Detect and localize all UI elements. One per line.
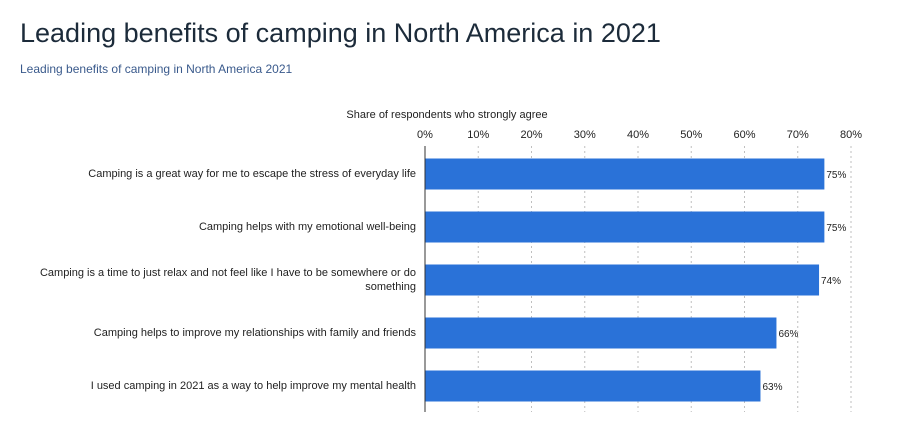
bar [425, 370, 761, 402]
category-label: Camping is a great way for me to escape … [88, 168, 416, 180]
bars [425, 158, 825, 402]
bar [425, 211, 825, 243]
bar [425, 317, 777, 349]
value-label: 66% [778, 329, 798, 340]
x-axis-title: Share of respondents who strongly agree [346, 109, 548, 121]
page-title: Leading benefits of camping in North Ame… [20, 18, 661, 48]
x-axis-ticks: 0% 10% 20% 30% 40% 50% 60% 70% 80% [417, 129, 862, 141]
value-label: 75% [826, 223, 846, 234]
category-label: Camping helps to improve my relationship… [93, 327, 416, 339]
gridlines [477, 146, 852, 412]
category-label: I used camping in 2021 as a way to help … [90, 380, 416, 392]
value-label: 75% [826, 170, 846, 181]
x-tick-label: 0% [417, 129, 433, 141]
value-labels: 75% 75% 74% 66% 63% [762, 170, 846, 393]
x-tick-label: 30% [574, 129, 596, 141]
x-tick-label: 20% [520, 129, 542, 141]
bar [425, 158, 825, 190]
bar [425, 264, 820, 296]
category-label: Camping helps with my emotional well-bei… [198, 221, 416, 233]
category-label: Camping is a time to just relax and not … [39, 267, 416, 293]
x-tick-label: 70% [787, 129, 809, 141]
value-label: 74% [821, 276, 841, 287]
value-label: 63% [762, 382, 782, 393]
x-tick-label: 40% [627, 129, 649, 141]
x-tick-label: 80% [840, 129, 862, 141]
x-tick-label: 60% [733, 129, 755, 141]
x-tick-label: 10% [467, 129, 489, 141]
page-subtitle: Leading benefits of camping in North Ame… [20, 62, 293, 76]
x-tick-label: 50% [680, 129, 702, 141]
